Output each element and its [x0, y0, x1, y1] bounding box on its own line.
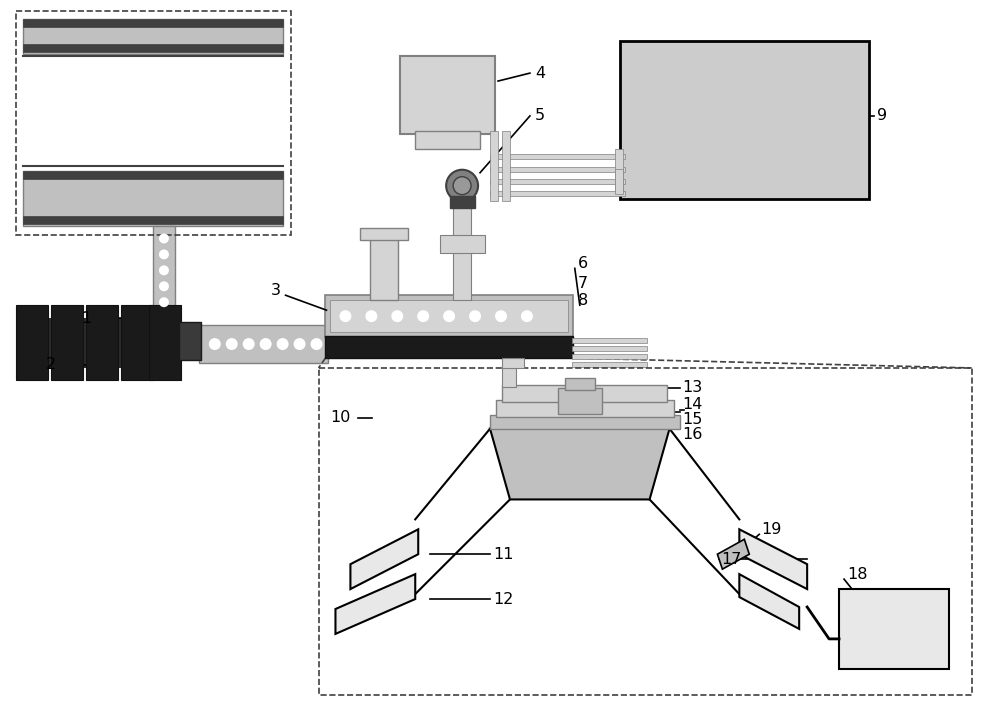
Bar [325, 295, 573, 337]
Bar [572, 338, 647, 343]
Bar [453, 253, 471, 300]
Bar [620, 41, 869, 199]
Bar [572, 362, 647, 367]
Bar [415, 131, 480, 149]
Text: 7: 7 [578, 276, 588, 290]
Bar [16, 11, 291, 236]
Bar [502, 358, 524, 368]
Text: 2: 2 [46, 357, 56, 372]
Bar [360, 229, 408, 241]
Bar [16, 305, 48, 380]
Text: 10: 10 [330, 410, 350, 425]
Bar [615, 169, 623, 194]
Polygon shape [335, 574, 415, 634]
Bar [51, 305, 83, 380]
Bar [319, 368, 972, 695]
Text: 1: 1 [81, 310, 91, 325]
Polygon shape [717, 539, 749, 569]
Bar [121, 305, 153, 380]
Bar [23, 216, 283, 224]
Bar [615, 149, 623, 191]
Bar [330, 300, 568, 332]
Bar [572, 354, 647, 359]
Circle shape [294, 338, 306, 350]
Text: 19: 19 [761, 522, 782, 537]
Text: 3: 3 [271, 283, 281, 298]
Circle shape [159, 266, 169, 276]
Circle shape [495, 310, 507, 322]
Bar [502, 365, 516, 387]
Circle shape [339, 310, 351, 322]
Bar [490, 179, 625, 184]
Circle shape [365, 310, 377, 322]
Bar [23, 19, 283, 54]
Circle shape [159, 249, 169, 259]
Bar [153, 226, 175, 315]
Circle shape [209, 338, 221, 350]
Circle shape [453, 177, 471, 194]
Bar [490, 415, 680, 429]
Text: 16: 16 [682, 427, 703, 442]
Bar [199, 325, 328, 363]
Bar [179, 322, 201, 360]
Bar [839, 589, 949, 669]
Bar [23, 56, 283, 166]
Circle shape [277, 338, 289, 350]
Bar [23, 44, 283, 52]
Circle shape [521, 310, 533, 322]
Text: 15: 15 [682, 412, 703, 427]
Bar [440, 236, 485, 253]
Text: 6: 6 [578, 256, 588, 271]
Bar [502, 131, 510, 201]
Bar [23, 171, 283, 226]
Bar [490, 154, 625, 159]
Bar [23, 171, 283, 179]
Bar [86, 305, 118, 380]
Bar [23, 19, 283, 27]
Polygon shape [739, 529, 807, 589]
Bar [572, 346, 647, 351]
Bar [490, 131, 498, 201]
Bar [565, 378, 595, 390]
Circle shape [159, 281, 169, 291]
Circle shape [446, 169, 478, 201]
Circle shape [469, 310, 481, 322]
Text: 8: 8 [578, 293, 588, 308]
Text: 9: 9 [877, 108, 887, 123]
Polygon shape [490, 429, 670, 499]
Bar [490, 167, 625, 172]
Polygon shape [350, 529, 418, 589]
Text: 18: 18 [847, 567, 868, 582]
Bar [453, 199, 471, 239]
Circle shape [159, 297, 169, 307]
Bar [496, 400, 674, 417]
Bar [370, 236, 398, 300]
Circle shape [243, 338, 255, 350]
Circle shape [260, 338, 272, 350]
Bar [490, 191, 625, 196]
Bar [149, 305, 181, 380]
Circle shape [443, 310, 455, 322]
Text: 4: 4 [535, 66, 545, 80]
Bar [502, 385, 667, 402]
Polygon shape [739, 574, 799, 629]
Circle shape [391, 310, 403, 322]
Text: 13: 13 [682, 380, 703, 395]
Circle shape [417, 310, 429, 322]
Bar [450, 196, 475, 208]
Bar [400, 56, 495, 134]
Bar [325, 336, 573, 358]
Circle shape [311, 338, 322, 350]
Text: 11: 11 [493, 547, 514, 562]
Text: 17: 17 [721, 552, 742, 567]
Circle shape [159, 234, 169, 244]
Text: 12: 12 [493, 592, 513, 607]
Text: 5: 5 [535, 108, 545, 123]
Bar [558, 388, 602, 414]
Bar [16, 318, 181, 368]
Text: 14: 14 [682, 397, 703, 412]
Circle shape [226, 338, 238, 350]
